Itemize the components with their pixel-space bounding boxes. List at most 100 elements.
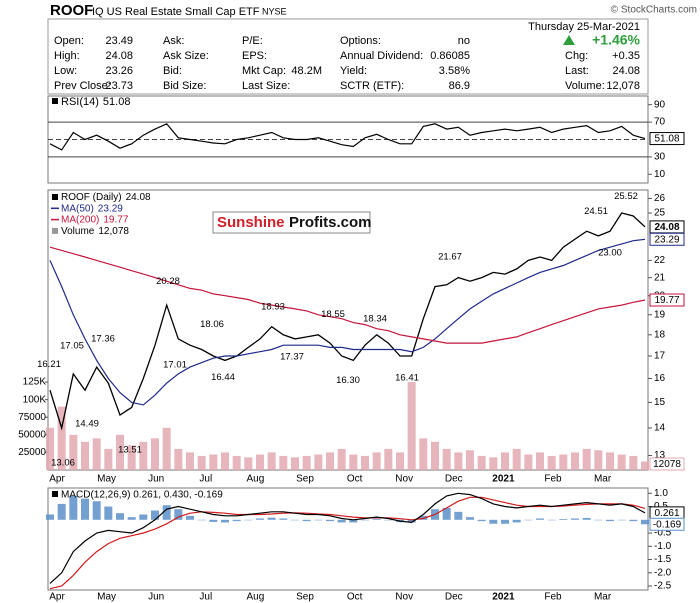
volume-bar bbox=[407, 382, 416, 470]
quote-label: SCTR (ETF): bbox=[340, 80, 404, 92]
volume-bar bbox=[582, 448, 591, 470]
histogram-bar bbox=[349, 519, 358, 523]
volume-bar bbox=[69, 434, 78, 470]
x-tick-label: Nov bbox=[395, 474, 413, 485]
panel-frame bbox=[47, 189, 649, 471]
series-line bbox=[49, 492, 646, 584]
change-pct: +1.46% bbox=[592, 32, 640, 48]
x-tick-label: Feb bbox=[544, 474, 562, 485]
volume-bar bbox=[372, 452, 381, 470]
quote-value: 23.49 bbox=[105, 35, 133, 47]
histogram-bar bbox=[151, 510, 159, 520]
y-tick-label: 90 bbox=[654, 99, 666, 110]
histogram-bar bbox=[372, 518, 381, 520]
price-annotation: 18.34 bbox=[363, 313, 387, 324]
histogram-bar bbox=[501, 519, 509, 524]
volume-bar bbox=[326, 452, 334, 470]
y-tick-label: 14 bbox=[654, 423, 666, 434]
quote-label: Mkt Cap: bbox=[242, 65, 286, 77]
price-annotation: 14.49 bbox=[75, 419, 99, 430]
histogram-bar bbox=[162, 505, 171, 520]
y2-tick-label: 75000 bbox=[18, 412, 46, 423]
volume-bar bbox=[279, 455, 288, 470]
series-line bbox=[49, 496, 646, 590]
y-tick-label: 1.0 bbox=[654, 488, 668, 499]
quote-label: Annual Dividend: bbox=[340, 50, 423, 62]
price-annotation: 17.37 bbox=[280, 352, 304, 363]
volume-bar bbox=[547, 455, 556, 470]
last-value-label: 24.08 bbox=[654, 222, 679, 233]
quote-value: 23.26 bbox=[105, 65, 133, 77]
quote-label: Last: bbox=[565, 65, 589, 77]
x-tick-label: Jul bbox=[199, 474, 212, 485]
volume-bar bbox=[57, 406, 66, 470]
legend-value: 23.29 bbox=[98, 203, 123, 214]
histogram-bar bbox=[419, 515, 428, 520]
histogram-bar bbox=[232, 519, 241, 522]
quote-value: 48.2M bbox=[291, 65, 322, 77]
x-tick-label: May bbox=[97, 474, 116, 485]
histogram-bar bbox=[477, 519, 486, 522]
y-tick-label: -2.0 bbox=[654, 567, 672, 578]
volume-bar bbox=[594, 450, 603, 470]
histogram-bar bbox=[571, 518, 579, 520]
volume-bar bbox=[477, 455, 486, 470]
volume-bar bbox=[139, 441, 148, 470]
x-tick-label: Jun bbox=[148, 592, 164, 603]
y-tick-label: 30 bbox=[654, 152, 666, 163]
histogram-bar bbox=[524, 519, 533, 521]
volume-bar bbox=[629, 455, 638, 470]
volume-bar bbox=[431, 441, 439, 470]
last-value-label: 0.261 bbox=[654, 508, 679, 519]
x-tick-label: 2021 bbox=[492, 474, 515, 485]
volume-bar bbox=[606, 452, 614, 470]
series-line bbox=[49, 123, 646, 151]
y-tick-label: 10 bbox=[654, 169, 666, 180]
x-tick-label: Sep bbox=[296, 592, 314, 603]
volume-bar bbox=[384, 448, 393, 470]
quote-value: 3.58% bbox=[439, 65, 470, 77]
y-tick-label: 13 bbox=[654, 450, 666, 461]
price-annotation: 16.21 bbox=[37, 359, 61, 370]
volume-bar bbox=[559, 454, 568, 470]
y2-tick-label: 25000 bbox=[18, 447, 46, 458]
quote-label: Yield: bbox=[340, 65, 367, 77]
quote-value: no bbox=[458, 35, 470, 47]
volume-bar bbox=[442, 448, 451, 470]
histogram-bar bbox=[174, 509, 183, 520]
histogram-bar bbox=[512, 519, 521, 523]
x-tick-label: Aug bbox=[247, 592, 265, 603]
histogram-bar bbox=[629, 519, 638, 522]
histogram-bar bbox=[197, 519, 206, 521]
price-annotation: 13.06 bbox=[51, 457, 75, 468]
price-annotation: 16.41 bbox=[395, 373, 419, 384]
y-tick-label: 26 bbox=[654, 193, 666, 204]
quote-label: EPS: bbox=[242, 50, 267, 62]
histogram-bar bbox=[104, 506, 113, 520]
fund-name: IQ US Real Estate Small Cap ETF bbox=[92, 6, 260, 18]
histogram-bar bbox=[279, 518, 288, 520]
volume-bar bbox=[617, 454, 626, 470]
quote-label: Ask: bbox=[163, 35, 184, 47]
volume-bar bbox=[209, 454, 218, 470]
last-value-label: 19.77 bbox=[654, 295, 679, 306]
legend-entry: MA(200) 19.77 bbox=[61, 214, 129, 225]
x-tick-label: Jun bbox=[148, 474, 164, 485]
legend-name: ROOF (Daily) bbox=[61, 192, 122, 203]
y-tick-label: -2.5 bbox=[654, 581, 672, 592]
last-value-box bbox=[649, 132, 685, 146]
volume-bar bbox=[489, 457, 498, 470]
y2-tick-label: 50000 bbox=[18, 429, 46, 440]
volume-bar bbox=[116, 434, 124, 470]
watermark-right: Profits.com bbox=[289, 214, 372, 231]
histogram-bar bbox=[302, 519, 311, 522]
legend-value: 24.08 bbox=[126, 192, 151, 203]
legend-icon bbox=[52, 98, 58, 104]
histogram-bar bbox=[407, 519, 416, 523]
y-tick-label: -1.0 bbox=[654, 541, 672, 552]
histogram-bar bbox=[186, 515, 194, 520]
exchange: NYSE bbox=[262, 6, 287, 16]
x-tick-label: Dec bbox=[445, 474, 463, 485]
volume-bar bbox=[46, 427, 54, 470]
